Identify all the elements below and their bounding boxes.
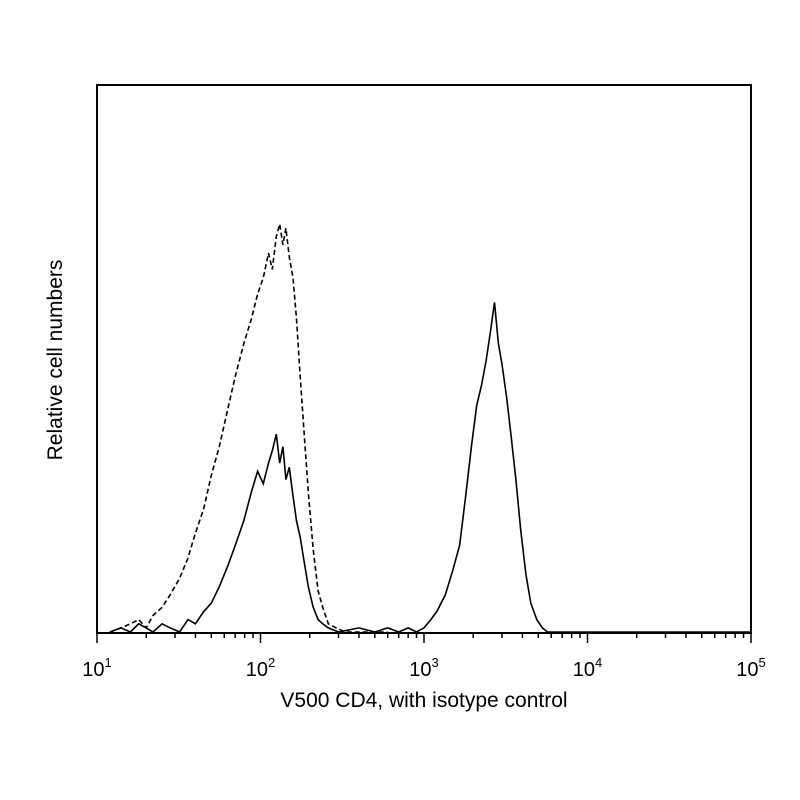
plot-frame bbox=[96, 84, 752, 634]
y-axis-label: Relative cell numbers bbox=[44, 260, 67, 461]
x-tick-label: 101 bbox=[82, 655, 111, 681]
x-axis-label: V500 CD4, with isotype control bbox=[280, 689, 567, 712]
x-axis-ticks: 101 102 103 104 105 bbox=[82, 633, 766, 681]
x-tick-label: 104 bbox=[573, 655, 602, 681]
x-tick-label: 103 bbox=[409, 655, 438, 681]
series-layer bbox=[109, 223, 751, 633]
isotype-control-histogram bbox=[109, 223, 388, 633]
x-tick-label: 105 bbox=[736, 655, 765, 681]
x-tick-label: 102 bbox=[246, 655, 275, 681]
cd4-histogram bbox=[109, 302, 751, 633]
